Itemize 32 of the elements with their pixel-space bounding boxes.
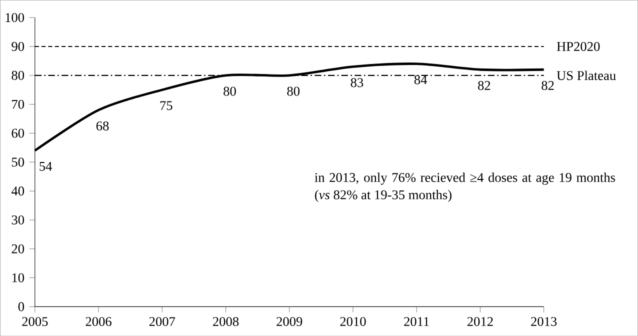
y-tick-label: 40 <box>11 186 24 196</box>
data-label: 80 <box>287 86 300 96</box>
y-tick-label: 30 <box>12 215 24 224</box>
x-tick-label: 2005 <box>22 316 48 326</box>
x-tick-label: 2009 <box>276 316 302 326</box>
data-label: 82 <box>478 80 490 90</box>
x-tick-label: 2008 <box>213 316 239 326</box>
y-tick-label: 100 <box>6 12 24 22</box>
y-tick-label: 0 <box>18 302 24 312</box>
y-tick-label: 50 <box>12 158 24 166</box>
data-label: 54 <box>40 162 52 171</box>
x-tick-label: 2013 <box>531 316 557 326</box>
annotation: in 2013, only 76% recieved ≥4 doses at age 19 months (vs 82% at 19-35 months) <box>314 172 616 202</box>
ref-line-label: HP2020 <box>556 42 600 51</box>
y-tick-label: 10 <box>12 273 24 282</box>
y-tick-label: 90 <box>12 42 24 51</box>
data-label: 68 <box>96 121 109 130</box>
ref-line-label: US Plateau <box>556 70 616 80</box>
data-label: 83 <box>350 78 364 87</box>
x-tick-label: 2007 <box>149 316 176 326</box>
x-tick-label: 2010 <box>340 316 366 326</box>
data-label: 80 <box>224 86 236 96</box>
x-tick-label: 2006 <box>86 316 112 326</box>
y-tick-label: 70 <box>12 100 24 109</box>
data-label: 84 <box>414 75 428 84</box>
y-tick-label: 60 <box>12 128 24 138</box>
y-tick-label: 80 <box>12 70 24 80</box>
y-tick-label: 20 <box>12 244 24 254</box>
data-label: 82 <box>542 80 554 90</box>
x-tick-label: 2012 <box>467 316 493 326</box>
x-tick-label: 2011 <box>404 316 429 326</box>
data-label: 75 <box>160 101 172 110</box>
